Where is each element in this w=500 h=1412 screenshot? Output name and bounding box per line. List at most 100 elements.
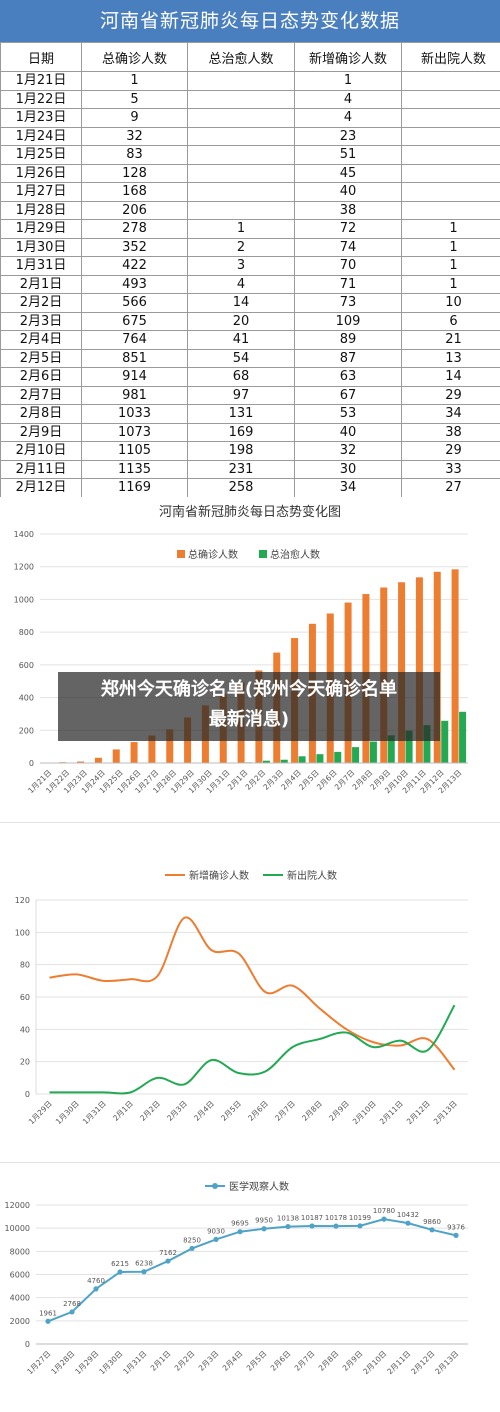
bar [334,751,342,763]
table-cell: 128 [81,163,188,183]
bar [130,742,138,763]
table-cell: 1月23日 [0,108,82,128]
table-header-cell: 日期 [0,42,82,72]
data-point [285,1223,291,1230]
table-row: 1月22日 5 4 [0,89,500,109]
data-label: 9950 [255,1217,273,1225]
x-tick-label: 2月2日 [138,1099,162,1123]
data-point [237,1229,243,1235]
data-point [189,1245,195,1252]
table-cell: 1 [401,256,500,276]
x-tick-label: 2月10日 [351,1099,378,1126]
table-row: 2月5日 851 54 87 13 [0,348,500,368]
y-tick-label: 120 [15,896,30,905]
table-cell [401,182,500,202]
data-point [93,1286,99,1292]
bar [459,711,467,763]
y-tick-label: 6000 [10,1271,30,1280]
table-header-cell: 新增确诊人数 [294,42,402,72]
data-point [117,1269,123,1275]
x-tick-label: 2月4日 [221,1349,245,1373]
table-cell: 1月21日 [0,71,82,91]
table-cell: 74 [294,237,402,257]
table-cell: 87 [294,348,402,368]
x-tick-label: 2月5日 [219,1099,243,1123]
table-cell: 1073 [81,422,188,442]
x-tick-label: 2月7日 [273,1099,297,1123]
table-cell: 131 [187,404,295,424]
table-cell [187,200,295,220]
x-tick-label: 2月4日 [192,1099,216,1123]
table-cell: 206 [81,200,188,220]
data-point [357,1223,363,1229]
table-body: 1月21日 1 1 1月22日 5 4 1月23日 9 4 1月24日 32 23 1月25日 83 51 1… [0,71,500,516]
y-tick-label: 0 [25,1090,30,1099]
table-cell: 914 [81,367,188,387]
x-tick-label: 2月10日 [361,1349,388,1376]
data-label: 10138 [277,1215,299,1223]
table-cell [401,200,500,220]
data-label: 9030 [207,1227,225,1235]
table-cell: 1 [401,237,500,257]
data-point [45,1318,51,1324]
data-label: 2768 [63,1300,81,1308]
cumulative-bar-chart: 河南省新冠肺炎每日态势变化图 总确诊人数 总治愈人数 0 200 400 600 800 100… [0,497,500,797]
y-tick-label: 20 [20,1058,30,1067]
bar [387,735,395,763]
table-row: 2月6日 914 68 63 14 [0,367,500,387]
table-cell: 109 [294,311,402,331]
table-cell: 1 [294,71,402,91]
table-row: 2月12日 1169 258 34 27 [0,478,500,498]
table-cell: 73 [294,293,402,313]
x-tick-label: 2月8日 [300,1099,324,1123]
table-row: 1月27日 168 40 [0,182,500,202]
table-cell: 4 [294,108,402,128]
table-row: 1月26日 128 45 [0,163,500,183]
table-cell: 2月5日 [0,348,82,368]
x-tick-label: 2月5日 [245,1349,269,1373]
x-tick-label: 2月13日 [433,1349,460,1376]
bar [423,725,431,763]
table-cell: 1月30日 [0,237,82,257]
table-cell: 40 [294,422,402,442]
table-cell: 1月29日 [0,219,82,239]
data-point [69,1309,75,1315]
table-row: 1月28日 206 38 [0,200,500,220]
table-cell [187,126,295,146]
data-point [213,1236,219,1243]
data-label: 6215 [111,1260,129,1268]
section-divider [0,1162,500,1163]
table-cell: 1月24日 [0,126,82,146]
table-cell: 29 [401,441,500,461]
table-cell: 2月2日 [0,293,82,313]
table-cell: 70 [294,256,402,276]
data-label: 7162 [159,1249,177,1257]
table-cell: 6 [401,311,500,331]
table-cell: 1月28日 [0,200,82,220]
table-cell: 169 [187,422,295,442]
table-row: 2月10日 1105 198 32 29 [0,441,500,461]
data-point [381,1216,387,1222]
table-row: 1月24日 32 23 [0,126,500,146]
table-cell: 71 [294,274,402,294]
table-row: 1月21日 1 1 [0,71,500,91]
x-tick-label: 1月31日 [81,1099,108,1126]
table-cell [187,108,295,128]
table-cell: 21 [401,330,500,350]
bar [166,729,174,763]
legend-label: 新增确诊人数 [189,869,249,882]
table-row: 1月30日 352 2 74 1 [0,237,500,257]
y-tick-label: 8000 [10,1247,30,1256]
series-line [49,916,456,1071]
table-cell: 97 [187,385,295,405]
table-cell: 1 [81,71,188,91]
x-tick-label: 1月28日 [49,1349,76,1376]
table-header-cell: 总治愈人数 [187,42,295,72]
x-tick-label: 2月12日 [405,1099,432,1126]
x-tick-label: 2月11日 [378,1099,405,1126]
data-point [405,1220,411,1226]
bar [298,756,306,763]
table-row: 1月29日 278 1 72 1 [0,219,500,239]
table-cell: 2月9日 [0,422,82,442]
table-cell: 14 [401,367,500,387]
